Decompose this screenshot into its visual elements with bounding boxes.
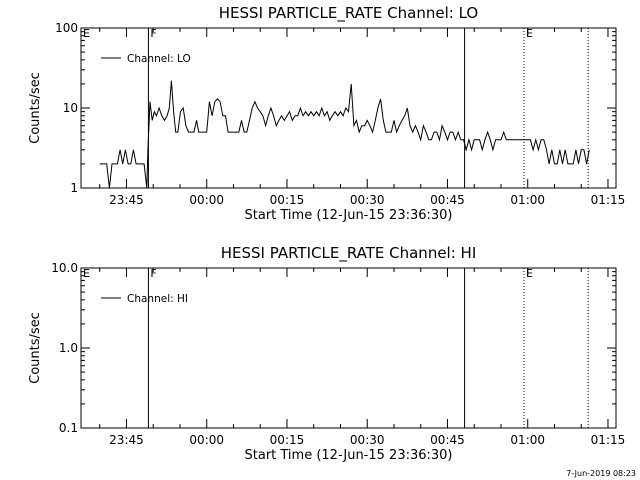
x-axis-label: Start Time (12-Jun-15 23:36:30) [245, 208, 453, 223]
chart-panel-hi: HESSI PARTICLE_RATE Channel: HI Counts/se… [28, 244, 625, 463]
x-tick-label: 23:45 [109, 433, 144, 447]
y-tick-label: 0.1 [59, 421, 78, 435]
x-tick-label: 00:30 [350, 433, 385, 447]
x-tick-label: 00:45 [430, 193, 465, 207]
x-tick-label: 01:15 [591, 433, 626, 447]
legend-entry: Channel: HI [127, 293, 188, 305]
flag-label: E [526, 27, 533, 40]
x-tick-label: 00:15 [270, 193, 305, 207]
timestamp: 7-Jun-2019 08:23 [566, 469, 636, 478]
y-axis-label: Counts/sec [28, 72, 43, 144]
chart-title: HESSI PARTICLE_RATE Channel: LO [219, 4, 478, 23]
y-axis-label: Counts/sec [28, 312, 43, 384]
plot-frame [80, 267, 617, 429]
y-tick-label: 100 [55, 21, 78, 35]
x-tick-label: 00:00 [189, 193, 224, 207]
legend-entry: Channel: LO [127, 53, 191, 65]
x-tick-label: 00:00 [189, 433, 224, 447]
x-tick-label: 00:30 [350, 193, 385, 207]
x-tick-label: 01:15 [591, 193, 626, 207]
x-tick-label: 23:45 [109, 193, 144, 207]
y-tick-label: 10.0 [51, 261, 78, 275]
x-tick-label: 01:00 [510, 193, 545, 207]
y-tick-label: 10 [63, 101, 78, 115]
chart-title: HESSI PARTICLE_RATE Channel: HI [221, 244, 477, 263]
y-tick-label: 1 [70, 181, 78, 195]
flag-label: E [83, 267, 90, 280]
x-tick-label: 01:00 [510, 433, 545, 447]
x-tick-label: 00:15 [270, 433, 305, 447]
x-tick-label: 00:45 [430, 433, 465, 447]
flag-label: F [150, 27, 156, 40]
y-tick-label: 1.0 [59, 341, 78, 355]
flag-label: F [150, 267, 156, 280]
chart-panel-lo: HESSI PARTICLE_RATE Channel: LO Counts/se… [28, 4, 625, 223]
series-line [99, 80, 590, 189]
flag-label: E [83, 27, 90, 40]
flag-label: E [526, 267, 533, 280]
x-axis-label: Start Time (12-Jun-15 23:36:30) [245, 448, 453, 463]
